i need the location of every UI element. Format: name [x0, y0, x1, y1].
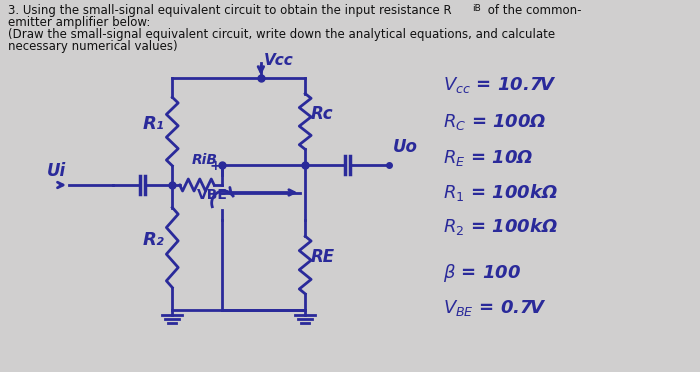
Text: $R_E$ = 10Ω: $R_E$ = 10Ω — [443, 148, 533, 168]
Text: necessary numerical values): necessary numerical values) — [8, 40, 178, 53]
Text: R₁: R₁ — [143, 115, 164, 132]
Text: RiB: RiB — [192, 153, 218, 167]
Text: $R_1$ = 100kΩ: $R_1$ = 100kΩ — [443, 182, 558, 203]
Text: Uo: Uo — [393, 138, 418, 156]
Text: Vcc: Vcc — [264, 53, 293, 68]
Text: iB: iB — [473, 4, 482, 13]
Text: Rc: Rc — [311, 105, 334, 122]
Text: R₂: R₂ — [143, 231, 164, 248]
Text: $\beta$ = 100: $\beta$ = 100 — [443, 262, 521, 284]
Text: emitter amplifier below:: emitter amplifier below: — [8, 16, 150, 29]
Text: RE: RE — [311, 248, 335, 266]
Text: +: + — [210, 159, 221, 173]
Text: 3. Using the small-signal equivalent circuit to obtain the input resistance R: 3. Using the small-signal equivalent cir… — [8, 4, 452, 17]
Text: VBE: VBE — [197, 187, 228, 202]
Text: of the common-: of the common- — [484, 4, 582, 17]
Text: $R_C$ = 100Ω: $R_C$ = 100Ω — [443, 112, 547, 132]
Text: $V_{BE}$ = 0.7V: $V_{BE}$ = 0.7V — [443, 298, 547, 318]
Text: $V_{cc}$ = 10.7V: $V_{cc}$ = 10.7V — [443, 75, 556, 95]
Text: Ui: Ui — [48, 162, 66, 180]
Text: (Draw the small-signal equivalent circuit, write down the analytical equations, : (Draw the small-signal equivalent circui… — [8, 28, 555, 41]
Text: $R_2$ = 100kΩ: $R_2$ = 100kΩ — [443, 216, 558, 237]
